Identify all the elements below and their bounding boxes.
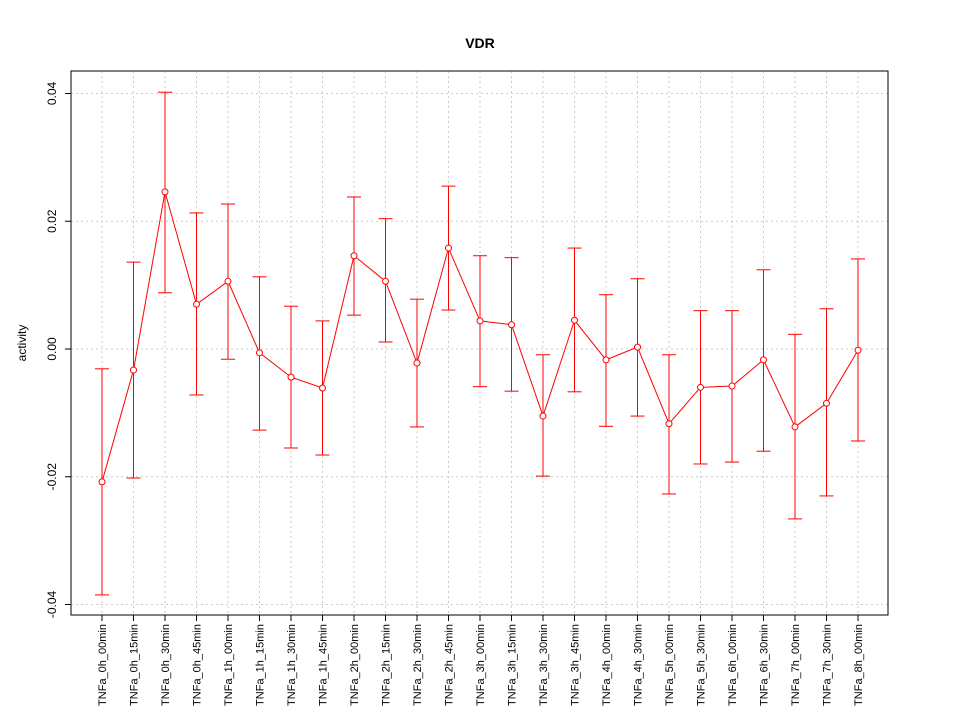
data-point	[382, 277, 389, 285]
data-point	[634, 343, 641, 351]
data-point	[602, 356, 610, 364]
y-tick-label: 0.04	[45, 81, 59, 105]
data-point	[98, 478, 106, 486]
data-point	[697, 383, 704, 391]
data-point	[413, 359, 421, 367]
data-point	[760, 356, 767, 364]
x-tick-label: TNFa_5h_30min	[696, 624, 708, 706]
y-tick-label: 0.00	[45, 337, 59, 361]
x-tick-label: TNFa_0h_15min	[129, 624, 141, 706]
data-point	[791, 423, 799, 431]
data-point	[287, 373, 295, 381]
data-point	[350, 252, 358, 260]
x-tick-label: TNFa_7h_00min	[790, 624, 802, 706]
x-tick-label: TNFa_1h_00min	[223, 624, 235, 706]
x-tick-label: TNFa_3h_45min	[570, 624, 582, 706]
data-point	[319, 384, 326, 392]
data-point	[854, 346, 862, 354]
y-tick-label: 0.02	[45, 209, 59, 233]
data-point	[823, 399, 830, 407]
x-tick-label: TNFa_2h_30min	[412, 624, 424, 706]
data-point	[256, 349, 263, 357]
data-point	[539, 412, 547, 420]
data-point	[193, 300, 200, 308]
x-tick-label: TNFa_2h_15min	[381, 624, 393, 706]
x-tick-label: TNFa_0h_45min	[192, 624, 204, 706]
x-tick-label: TNFa_3h_30min	[538, 624, 550, 706]
x-tick-label: TNFa_3h_00min	[475, 624, 487, 706]
data-point	[476, 317, 484, 325]
x-tick-label: TNFa_4h_30min	[633, 624, 645, 706]
chart-title: VDR	[465, 35, 495, 51]
data-point	[130, 366, 137, 374]
y-axis-label: activity	[15, 325, 29, 362]
marks	[95, 91, 865, 596]
data-point	[728, 382, 736, 390]
x-tick-label: TNFa_7h_30min	[822, 624, 834, 706]
x-tick-label: TNFa_0h_00min	[97, 624, 109, 706]
x-tick-label: TNFa_2h_45min	[444, 624, 456, 706]
x-tick-label: TNFa_6h_00min	[727, 624, 739, 706]
x-tick-label: TNFa_0h_30min	[160, 624, 172, 706]
data-point	[508, 321, 515, 329]
x-tick-label: TNFa_2h_00min	[349, 624, 361, 706]
x-tick-label: TNFa_4h_00min	[601, 624, 613, 706]
y-axis: -0.04 -0.02 0.00 0.02 0.04	[45, 81, 71, 618]
y-tick-label: -0.04	[45, 591, 59, 619]
x-tick-label: TNFa_1h_15min	[255, 624, 267, 706]
x-tick-label: TNFa_1h_45min	[318, 624, 330, 706]
data-point	[161, 188, 169, 196]
x-tick-label: TNFa_1h_30min	[286, 624, 298, 706]
x-tick-label: TNFa_5h_00min	[664, 624, 676, 706]
x-tick-label: TNFa_3h_15min	[507, 624, 519, 706]
x-tick-label: TNFa_8h_00min	[853, 624, 865, 706]
data-point	[445, 244, 452, 252]
x-axis: TNFa_0h_00min TNFa_0h_15min TNFa_0h_30min T…	[97, 615, 865, 706]
data-point	[665, 420, 673, 428]
data-point	[571, 316, 578, 324]
y-tick-label: -0.02	[45, 463, 59, 491]
x-tick-label: TNFa_6h_30min	[759, 624, 771, 706]
data-point	[224, 277, 232, 285]
